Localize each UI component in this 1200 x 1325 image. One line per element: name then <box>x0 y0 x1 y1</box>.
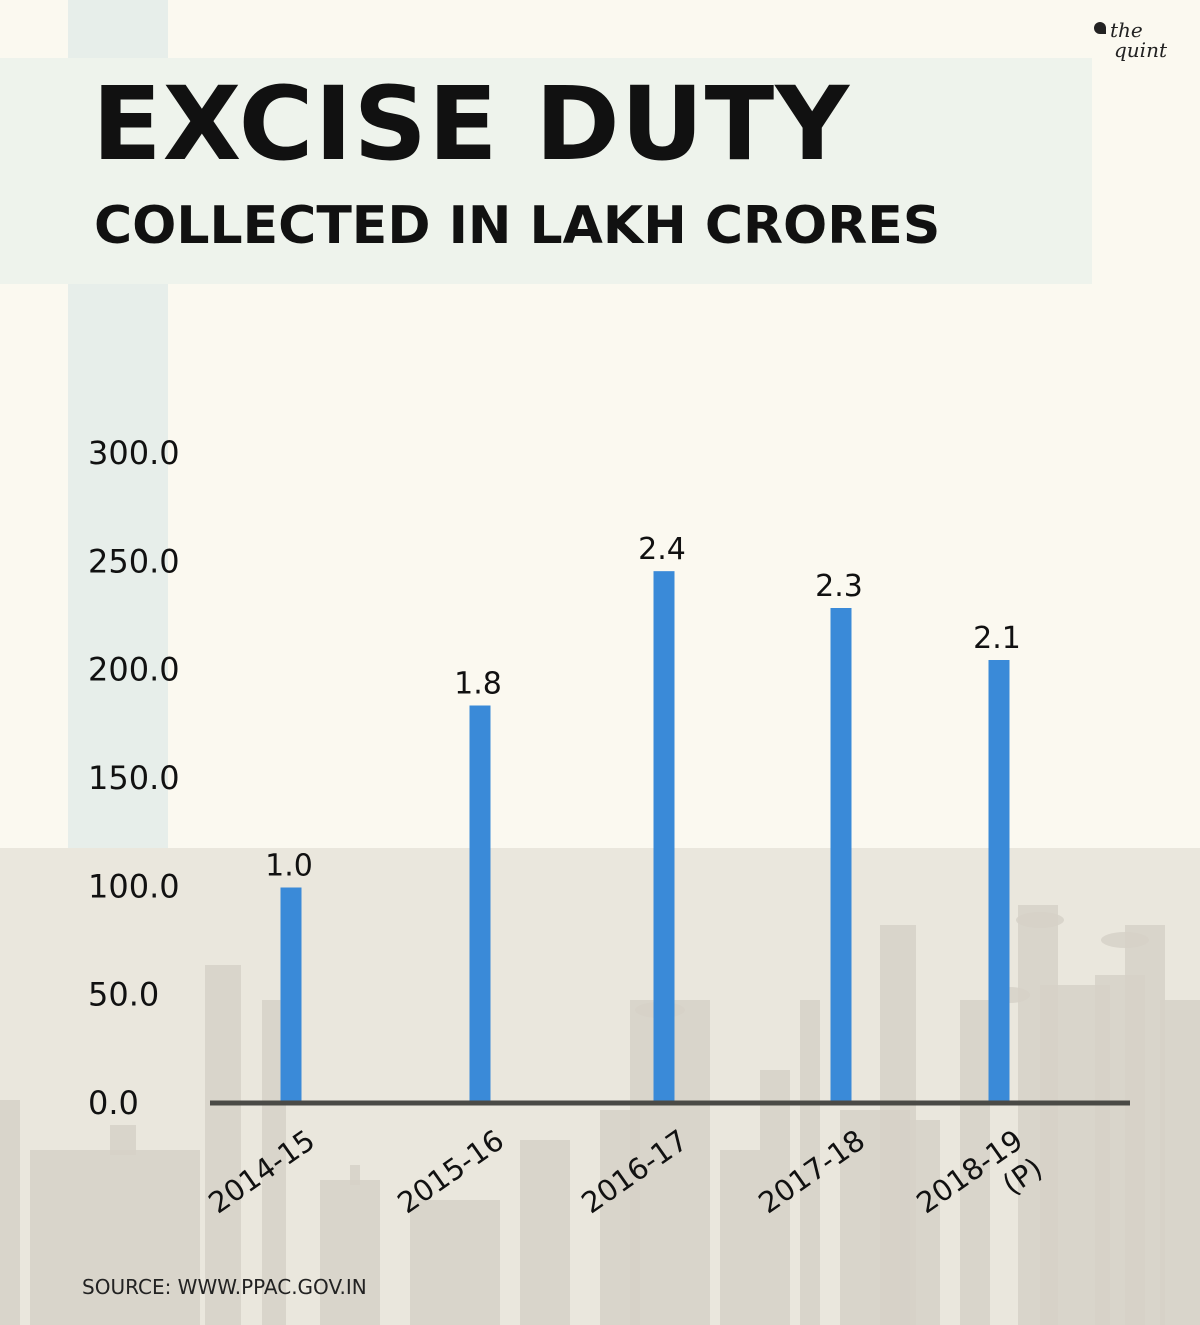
data-label: 2.1 <box>973 621 1021 656</box>
bar <box>280 887 302 1102</box>
skyline-shape <box>110 1125 136 1155</box>
y-tick-label: 100.0 <box>88 867 180 905</box>
skyline-shape <box>350 1165 360 1185</box>
quint-logo: the quint <box>1094 18 1172 68</box>
logo-text-the: the <box>1110 18 1143 42</box>
x-tick-label: 2014-15 <box>202 1123 321 1220</box>
x-tick-label-line: 2017-18 <box>752 1123 871 1220</box>
skyline-tank <box>1016 912 1064 928</box>
skyline-shape <box>410 1200 500 1325</box>
x-tick-label: 2018-19(P) <box>910 1123 1048 1220</box>
chart-subtitle: COLLECTED IN LAKH CRORES <box>94 196 941 256</box>
skyline-shape <box>800 1000 820 1325</box>
bar <box>469 705 491 1102</box>
data-label: 2.4 <box>638 532 686 567</box>
skyline-shape <box>1125 925 1165 1325</box>
y-tick-label: 150.0 <box>88 759 180 797</box>
skyline-shape <box>30 1150 200 1325</box>
data-label: 2.3 <box>815 569 863 604</box>
skyline-shape <box>900 1120 940 1325</box>
y-tick-label: 200.0 <box>88 651 180 689</box>
skyline-shape <box>520 1140 570 1325</box>
x-tick-label-line: 2014-15 <box>202 1123 321 1220</box>
data-label: 1.0 <box>265 849 313 884</box>
logo-mark-icon <box>1094 22 1106 34</box>
skyline-shape <box>205 965 241 1325</box>
x-tick-label: 2017-18 <box>752 1123 871 1220</box>
bar <box>830 608 852 1102</box>
chart-title: EXCISE DUTY <box>92 65 851 184</box>
title-band <box>0 58 1092 284</box>
y-tick-label: 50.0 <box>88 976 159 1014</box>
skyline-shape <box>0 1100 20 1325</box>
y-tick-label: 300.0 <box>88 434 180 472</box>
y-tick-label: 250.0 <box>88 542 180 580</box>
x-tick-label: 2016-17 <box>575 1123 694 1220</box>
bar <box>988 660 1010 1102</box>
y-tick-label: 0.0 <box>88 1084 139 1122</box>
bar <box>653 571 675 1102</box>
skyline-tank <box>1101 932 1149 948</box>
data-label: 1.8 <box>454 667 502 702</box>
x-tick-label-line: 2016-17 <box>575 1123 694 1220</box>
skyline-shape <box>720 1150 760 1325</box>
skyline-shape <box>320 1180 380 1325</box>
skyline-shape <box>960 1000 990 1325</box>
skyline-shape <box>1160 1000 1200 1325</box>
x-tick-label-line: 2015-16 <box>391 1123 510 1220</box>
x-tick-label: 2015-16 <box>391 1123 510 1220</box>
source-note: SOURCE: WWW.PPAC.GOV.IN <box>82 1275 367 1299</box>
logo-text-quint: quint <box>1114 38 1167 62</box>
skyline-shape <box>760 1070 790 1325</box>
